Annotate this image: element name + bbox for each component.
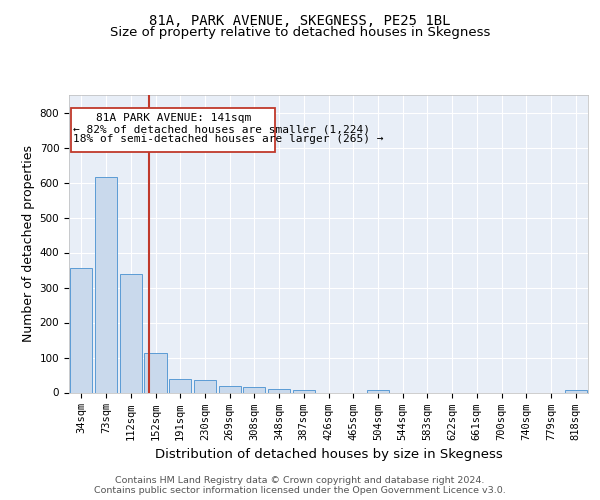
Bar <box>367 390 389 392</box>
Bar <box>95 178 117 392</box>
Text: 81A PARK AVENUE: 141sqm: 81A PARK AVENUE: 141sqm <box>95 113 251 123</box>
Bar <box>565 390 587 392</box>
Bar <box>70 268 92 392</box>
X-axis label: Distribution of detached houses by size in Skegness: Distribution of detached houses by size … <box>155 448 502 461</box>
Bar <box>243 387 265 392</box>
Text: Size of property relative to detached houses in Skegness: Size of property relative to detached ho… <box>110 26 490 39</box>
Bar <box>268 389 290 392</box>
Text: ← 82% of detached houses are smaller (1,224): ← 82% of detached houses are smaller (1,… <box>73 124 370 134</box>
Bar <box>169 379 191 392</box>
Text: 18% of semi-detached houses are larger (265) →: 18% of semi-detached houses are larger (… <box>73 134 384 143</box>
Text: 81A, PARK AVENUE, SKEGNESS, PE25 1BL: 81A, PARK AVENUE, SKEGNESS, PE25 1BL <box>149 14 451 28</box>
Bar <box>71 108 275 152</box>
Bar <box>293 390 315 392</box>
Bar <box>119 274 142 392</box>
Bar <box>218 386 241 392</box>
Y-axis label: Number of detached properties: Number of detached properties <box>22 145 35 342</box>
Text: Contains HM Land Registry data © Crown copyright and database right 2024.: Contains HM Land Registry data © Crown c… <box>115 476 485 485</box>
Bar <box>194 380 216 392</box>
Bar <box>145 354 167 393</box>
Text: Contains public sector information licensed under the Open Government Licence v3: Contains public sector information licen… <box>94 486 506 495</box>
